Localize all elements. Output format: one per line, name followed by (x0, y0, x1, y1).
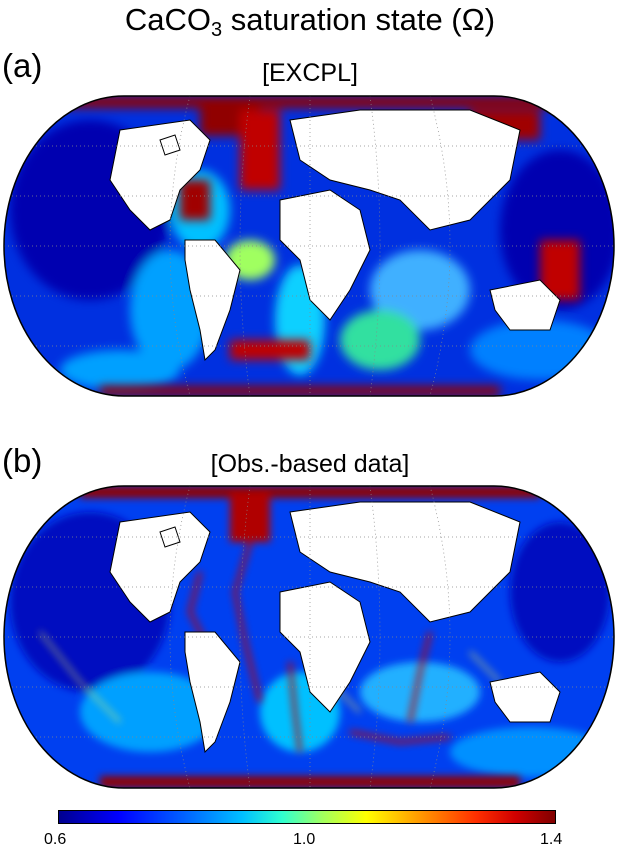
map-outline-b (3, 485, 615, 789)
graticule-b (4, 486, 614, 788)
panel-a-title: [EXCPL] (262, 59, 358, 87)
title-subscript: 3 (211, 19, 223, 41)
land-a (109, 109, 561, 362)
figure-title: CaCO3 saturation state (Ω) (0, 2, 620, 48)
colorbar-tick-max: 1.4 (540, 831, 563, 848)
graticule-a (4, 96, 614, 396)
colorbar (58, 810, 556, 824)
panel-b-title: [Obs.-based data] (210, 450, 410, 478)
land-b (109, 501, 561, 754)
ocean-field-b (4, 486, 614, 788)
title-suffix: saturation state (Ω) (222, 2, 496, 37)
colorbar-tick-mid: 1.0 (293, 831, 316, 848)
map-panel-a (3, 95, 615, 397)
map-panel-b (3, 485, 615, 789)
panel-a-letter: (a) (2, 47, 43, 84)
colorbar-tick-min: 0.6 (44, 831, 67, 848)
map-outline-a (3, 95, 615, 397)
ocean-field-a (4, 96, 614, 396)
title-prefix: CaCO (124, 2, 211, 37)
panel-b-letter: (b) (2, 442, 43, 479)
